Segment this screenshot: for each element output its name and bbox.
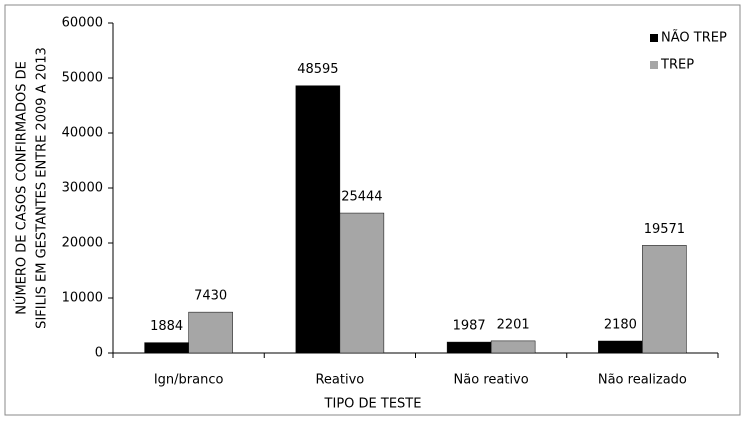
y-tick-label: 10000 xyxy=(62,291,103,306)
bar xyxy=(339,212,385,354)
y-tick-label: 0 xyxy=(95,346,103,361)
bar xyxy=(446,341,492,354)
value-label: 1884 xyxy=(150,319,183,334)
value-label: 2180 xyxy=(604,318,637,333)
value-label: 25444 xyxy=(341,190,382,205)
value-label: 1987 xyxy=(453,319,486,334)
x-tick-label: Não realizado xyxy=(598,373,687,388)
y-tick-label: 50000 xyxy=(62,71,103,86)
legend-label: TREP xyxy=(660,58,694,73)
y-axis-title: SIFILIS EM GESTANTES ENTRE 2009 A 2013 xyxy=(35,47,50,329)
value-label: 19571 xyxy=(644,222,685,237)
bar xyxy=(295,85,341,354)
x-tick-label: Ign/branco xyxy=(154,373,224,388)
x-tick-label: Reativo xyxy=(315,373,364,388)
x-tick-label: Não reativo xyxy=(454,373,529,388)
value-label: 48595 xyxy=(297,62,338,77)
y-axis-title: NÚMERO DE CASOS CONFIRMADOS DE xyxy=(14,61,30,315)
bar xyxy=(642,245,687,354)
value-label: 7430 xyxy=(194,289,227,304)
x-axis-title: TIPO DE TESTE xyxy=(324,397,422,412)
legend-swatch xyxy=(650,34,658,42)
y-tick-label: 60000 xyxy=(62,16,103,31)
legend-swatch xyxy=(650,61,658,69)
value-label: 2201 xyxy=(497,317,530,332)
y-tick-label: 30000 xyxy=(62,181,103,196)
legend-label: NÃO TREP xyxy=(661,30,727,46)
bar xyxy=(598,340,643,354)
bar xyxy=(188,311,233,354)
bar xyxy=(144,342,189,354)
y-tick-label: 20000 xyxy=(62,236,103,251)
y-tick-label: 40000 xyxy=(62,126,103,141)
bar xyxy=(490,340,536,354)
